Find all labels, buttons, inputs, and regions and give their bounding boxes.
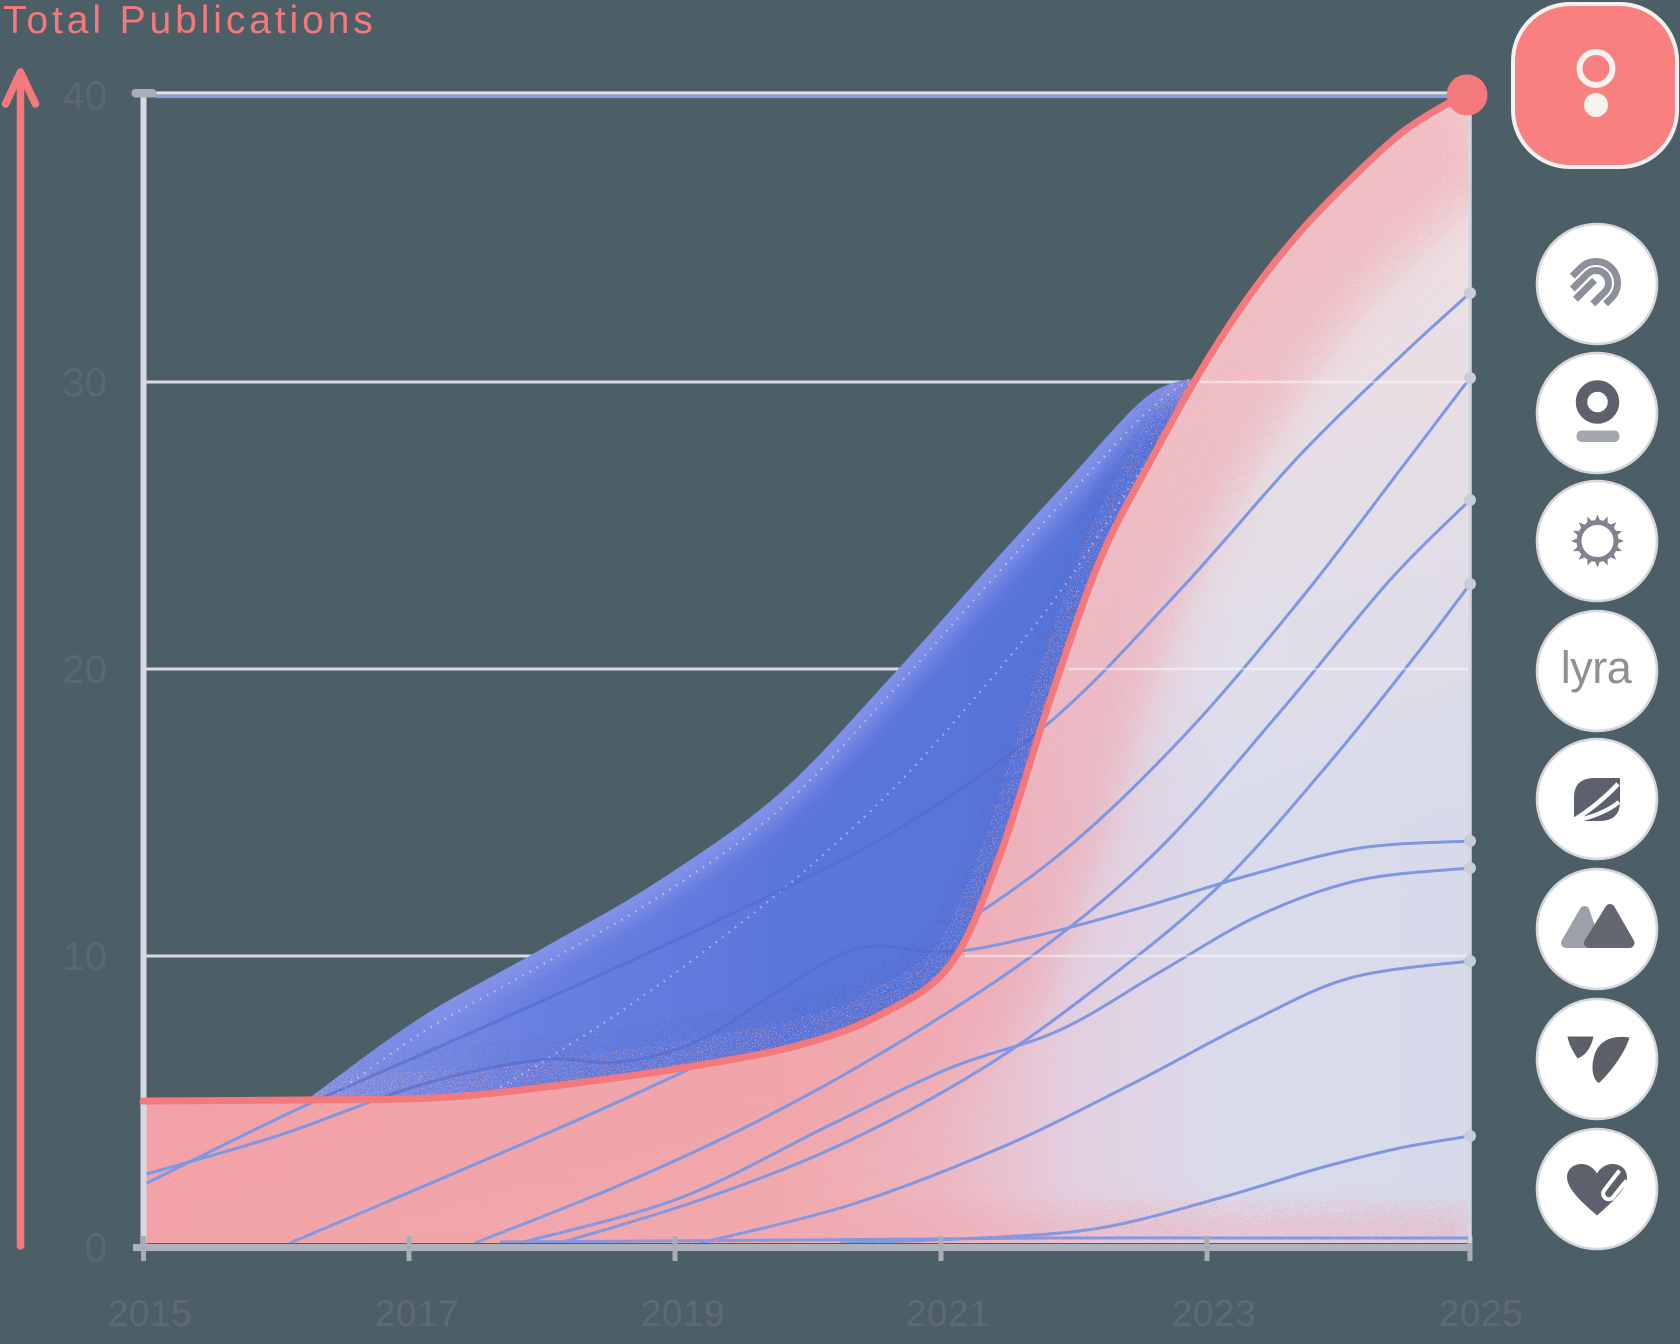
svg-text:0: 0 <box>85 1226 107 1270</box>
svg-text:2019: 2019 <box>641 1293 725 1334</box>
svg-text:40: 40 <box>63 74 108 118</box>
svg-text:2025: 2025 <box>1439 1293 1523 1334</box>
svg-text:10: 10 <box>63 935 108 979</box>
svg-text:lyra: lyra <box>1561 642 1633 693</box>
svg-text:2021: 2021 <box>906 1293 990 1334</box>
svg-text:2017: 2017 <box>375 1293 459 1334</box>
svg-text:20: 20 <box>63 648 108 692</box>
svg-text:2023: 2023 <box>1172 1293 1256 1334</box>
svg-text:30: 30 <box>63 361 108 405</box>
svg-text:Total Publications: Total Publications <box>3 0 377 42</box>
svg-text:2015: 2015 <box>108 1293 192 1334</box>
